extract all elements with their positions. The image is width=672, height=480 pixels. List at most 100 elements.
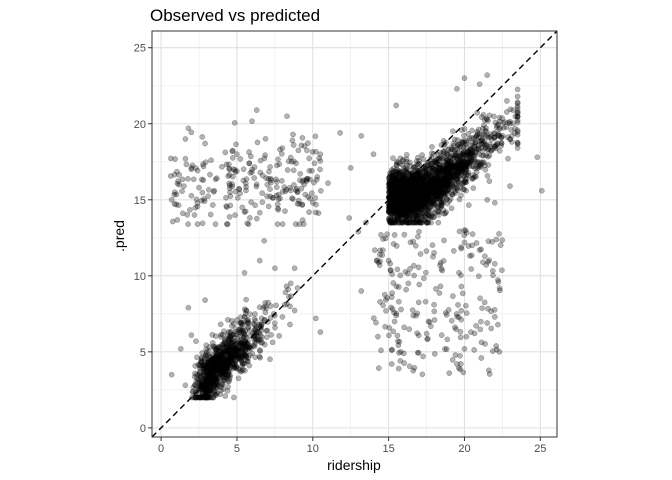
scatter-point <box>287 184 293 191</box>
scatter-point <box>422 298 429 305</box>
scatter-point <box>271 320 278 327</box>
scatter-point <box>479 305 485 312</box>
scatter-point <box>212 221 219 227</box>
scatter-point <box>204 382 211 389</box>
scatter-point <box>459 138 466 144</box>
scatter-point <box>218 372 224 378</box>
scatter-point <box>172 156 178 162</box>
scatter-point <box>237 352 244 359</box>
scatter-point <box>194 221 201 227</box>
scatter-point <box>218 331 224 338</box>
scatter-point <box>304 147 310 154</box>
scatter-point <box>232 340 239 347</box>
scatter-point <box>219 380 226 387</box>
scatter-point <box>230 347 237 353</box>
scatter-point <box>386 175 392 182</box>
scatter-point <box>238 337 245 343</box>
scatter-point <box>222 350 228 357</box>
scatter-point <box>399 210 406 217</box>
scatter-point <box>415 180 422 186</box>
scatter-point <box>534 154 541 161</box>
scatter-point <box>224 344 230 351</box>
scatter-point <box>199 134 206 140</box>
scatter-point <box>206 391 213 397</box>
scatter-point <box>236 329 243 336</box>
scatter-point <box>224 332 231 338</box>
scatter-point <box>375 365 382 371</box>
scatter-point <box>208 380 215 387</box>
scatter-point <box>457 334 464 341</box>
scatter-point <box>240 329 247 336</box>
scatter-point <box>495 279 502 285</box>
scatter-point <box>468 163 475 169</box>
scatter-point <box>215 361 222 367</box>
scatter-point <box>260 305 267 311</box>
scatter-point <box>385 257 392 264</box>
scatter-point <box>420 353 426 360</box>
y-tick-label: 15 <box>134 195 146 207</box>
scatter-point <box>358 288 365 294</box>
scatter-point <box>222 337 229 343</box>
scatter-point <box>397 272 404 279</box>
scatter-point <box>203 352 209 358</box>
scatter-point <box>241 319 247 326</box>
scatter-point <box>251 175 258 181</box>
scatter-point <box>203 394 210 400</box>
scatter-point <box>226 166 233 173</box>
scatter-point <box>440 150 447 157</box>
scatter-point <box>469 175 476 182</box>
scatter-point <box>257 354 264 361</box>
scatter-point <box>257 348 264 354</box>
scatter-point <box>281 184 288 190</box>
scatter-point <box>405 280 412 287</box>
scatter-point <box>221 328 227 335</box>
scatter-point <box>207 357 214 364</box>
scatter-point <box>226 349 233 356</box>
scatter-point <box>236 347 243 354</box>
scatter-point <box>390 280 397 286</box>
scatter-point <box>196 365 203 372</box>
scatter-point <box>210 380 217 387</box>
scatter-point <box>205 394 212 401</box>
scatter-point <box>215 344 222 351</box>
scatter-point <box>197 372 204 379</box>
scatter-point <box>496 285 503 292</box>
scatter-point <box>225 335 232 342</box>
scatter-point <box>450 128 456 135</box>
scatter-point <box>259 339 266 346</box>
scatter-point <box>438 332 445 338</box>
scatter-point <box>465 202 472 208</box>
scatter-point <box>454 361 460 367</box>
scatter-point <box>252 338 259 345</box>
scatter-point <box>204 370 211 376</box>
scatter-point <box>211 358 218 365</box>
scatter-point <box>213 371 219 378</box>
scatter-point <box>255 337 262 344</box>
scatter-point <box>207 359 214 366</box>
scatter-point <box>242 345 248 352</box>
scatter-point <box>461 186 468 193</box>
scatter-point <box>233 363 240 370</box>
scatter-point <box>221 336 228 342</box>
scatter-point <box>279 221 286 227</box>
scatter-point <box>386 332 392 339</box>
scatter-point <box>203 382 210 389</box>
scatter-point <box>217 345 224 351</box>
scatter-point <box>298 142 305 149</box>
scatter-point <box>440 175 447 182</box>
scatter-point <box>241 360 248 367</box>
scatter-point <box>274 201 281 208</box>
scatter-point <box>226 161 232 168</box>
scatter-point <box>257 321 263 328</box>
scatter-point <box>236 327 242 333</box>
scatter-point <box>476 81 483 88</box>
scatter-point <box>246 328 253 334</box>
scatter-point <box>379 252 386 258</box>
scatter-point <box>226 378 232 385</box>
scatter-point <box>311 179 317 186</box>
scatter-point <box>228 342 235 349</box>
scatter-point <box>227 334 234 340</box>
scatter-point <box>234 352 241 358</box>
scatter-point <box>317 166 323 173</box>
scatter-point <box>256 336 262 343</box>
